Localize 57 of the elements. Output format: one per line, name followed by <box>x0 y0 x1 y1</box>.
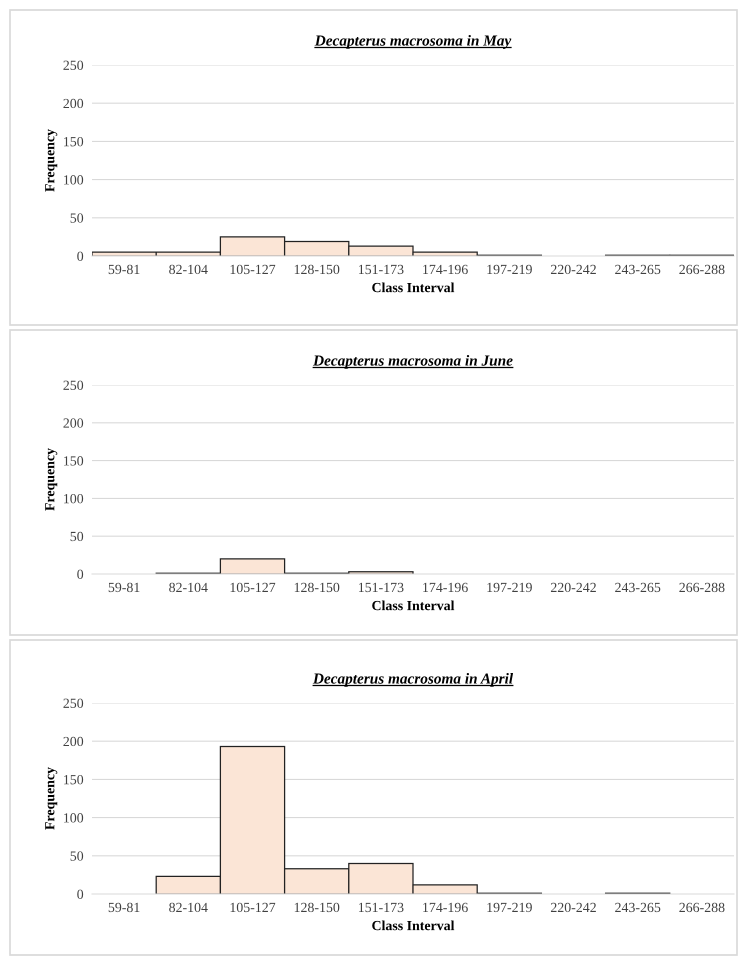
x-tick-label: 266-288 <box>679 582 725 592</box>
x-tick-label: 243-265 <box>615 264 660 274</box>
x-tick-label: 174-196 <box>423 264 468 274</box>
x-tick-label: 174-196 <box>423 902 468 912</box>
x-tick-label: 266-288 <box>679 264 725 274</box>
x-tick-label: 266-288 <box>679 902 725 912</box>
chart-title: Decapterus macrosoma in April <box>312 672 514 687</box>
y-tick-label: 50 <box>70 213 84 223</box>
x-tick-label: 82-104 <box>169 902 208 912</box>
x-axis-title: Class Interval <box>372 600 454 610</box>
x-axis-title: Class Interval <box>372 282 454 292</box>
y-tick-label: 0 <box>77 252 84 261</box>
x-tick-label: 197-219 <box>487 902 532 912</box>
y-tick-label: 50 <box>70 851 84 861</box>
x-tick-label: 128-150 <box>294 582 340 592</box>
y-tick-label: 100 <box>64 813 84 823</box>
x-tick-label: 197-219 <box>487 582 532 592</box>
y-tick-label: 250 <box>63 698 84 708</box>
x-tick-label: 105-127 <box>230 582 276 592</box>
y-tick-label: 150 <box>64 136 84 146</box>
y-tick-label: 0 <box>77 570 84 579</box>
y-tick-label: 200 <box>63 418 84 428</box>
x-tick-label: 243-265 <box>615 582 660 592</box>
x-tick-label: 128-150 <box>294 264 340 274</box>
x-tick-label: 128-150 <box>294 902 340 912</box>
x-tick-label: 151-173 <box>358 582 404 592</box>
x-tick-label: 59-81 <box>108 582 140 592</box>
y-tick-label: 100 <box>64 175 84 185</box>
y-tick-label: 100 <box>64 494 84 504</box>
chart-title: Decapterus macrosoma in May <box>314 34 512 49</box>
y-tick-label: 200 <box>63 98 84 108</box>
x-tick-label: 220-242 <box>550 902 596 912</box>
y-axis-title: Frequency <box>45 448 58 511</box>
x-axis-title: Class Interval <box>372 920 454 930</box>
x-tick-label: 197-219 <box>487 264 532 274</box>
x-tick-label: 105-127 <box>230 264 276 274</box>
x-tick-label: 220-242 <box>550 582 596 592</box>
x-tick-label: 220-242 <box>550 264 596 274</box>
y-tick-label: 50 <box>70 532 84 542</box>
x-tick-label: 82-104 <box>169 264 208 274</box>
x-tick-label: 59-81 <box>108 264 140 274</box>
y-axis-title: Frequency <box>45 129 58 192</box>
x-tick-label: 243-265 <box>615 902 660 912</box>
y-axis-title: Frequency <box>45 767 58 830</box>
chart-title: Decapterus macrosoma in June <box>312 354 513 369</box>
x-tick-label: 151-173 <box>358 902 404 912</box>
y-tick-label: 250 <box>63 60 84 70</box>
x-tick-label: 82-104 <box>169 582 208 592</box>
y-tick-label: 0 <box>77 890 84 899</box>
x-tick-label: 174-196 <box>423 582 468 592</box>
x-tick-label: 105-127 <box>230 902 276 912</box>
x-tick-label: 151-173 <box>358 264 404 274</box>
y-tick-label: 250 <box>63 380 84 390</box>
x-tick-label: 59-81 <box>108 902 140 912</box>
y-tick-label: 200 <box>63 736 84 746</box>
y-tick-label: 150 <box>64 774 84 784</box>
y-tick-label: 150 <box>64 456 84 466</box>
